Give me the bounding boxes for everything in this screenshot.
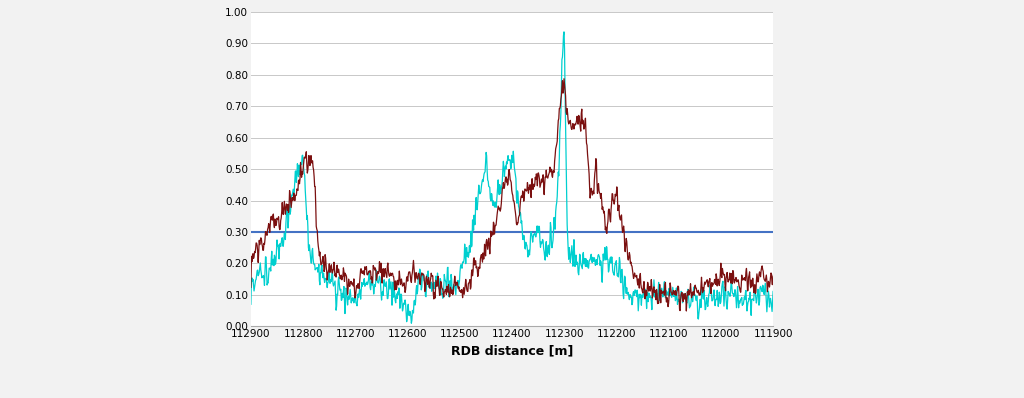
X-axis label: RDB distance [m]: RDB distance [m] (451, 345, 573, 358)
